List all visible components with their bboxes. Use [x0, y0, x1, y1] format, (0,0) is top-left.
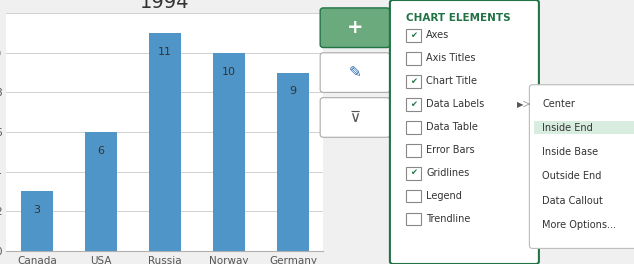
Text: ✎: ✎ — [349, 65, 361, 80]
Text: 3: 3 — [33, 205, 41, 215]
Text: Inside Base: Inside Base — [542, 147, 598, 157]
Bar — [21, 191, 53, 251]
Bar — [406, 75, 421, 88]
Bar — [149, 33, 181, 251]
Text: Trendline: Trendline — [426, 214, 470, 224]
Text: 10: 10 — [222, 67, 236, 77]
Text: 9: 9 — [289, 86, 297, 96]
Text: ▶: ▶ — [517, 100, 523, 109]
Text: Inside End: Inside End — [542, 123, 593, 133]
Bar — [406, 29, 421, 42]
FancyBboxPatch shape — [320, 53, 390, 92]
Bar — [406, 213, 421, 225]
Text: 6: 6 — [97, 146, 105, 156]
Text: Data Labels: Data Labels — [426, 99, 484, 109]
FancyBboxPatch shape — [320, 98, 390, 137]
Text: ✔: ✔ — [410, 31, 417, 40]
Text: Legend: Legend — [426, 191, 462, 201]
Bar — [406, 98, 421, 111]
Text: ⊽: ⊽ — [349, 110, 361, 125]
Bar — [85, 132, 117, 251]
Text: ✔: ✔ — [410, 168, 417, 177]
Text: CHART ELEMENTS: CHART ELEMENTS — [406, 13, 510, 23]
Text: Center: Center — [542, 99, 575, 109]
Text: Outside End: Outside End — [542, 171, 602, 181]
Text: Data Callout: Data Callout — [542, 196, 603, 206]
Bar — [406, 121, 421, 134]
Bar — [213, 53, 245, 251]
Bar — [534, 121, 634, 134]
Text: Gridlines: Gridlines — [426, 168, 470, 178]
Text: ✔: ✔ — [410, 100, 417, 109]
FancyBboxPatch shape — [390, 0, 539, 264]
Bar — [406, 144, 421, 157]
Text: Chart Title: Chart Title — [426, 76, 477, 86]
Text: 11: 11 — [158, 47, 172, 57]
Text: Axis Titles: Axis Titles — [426, 53, 476, 63]
Text: Axes: Axes — [426, 30, 450, 40]
Text: Error Bars: Error Bars — [426, 145, 475, 155]
Text: More Options...: More Options... — [542, 220, 616, 230]
Title: 1994: 1994 — [140, 0, 190, 12]
FancyBboxPatch shape — [320, 8, 390, 48]
Bar — [277, 73, 309, 251]
FancyBboxPatch shape — [529, 85, 634, 248]
Text: ↖: ↖ — [633, 118, 634, 128]
Text: ✔: ✔ — [410, 77, 417, 86]
Bar — [406, 167, 421, 180]
Text: Data Table: Data Table — [426, 122, 478, 132]
Text: +: + — [347, 18, 363, 37]
Bar — [406, 52, 421, 65]
Bar — [406, 190, 421, 202]
